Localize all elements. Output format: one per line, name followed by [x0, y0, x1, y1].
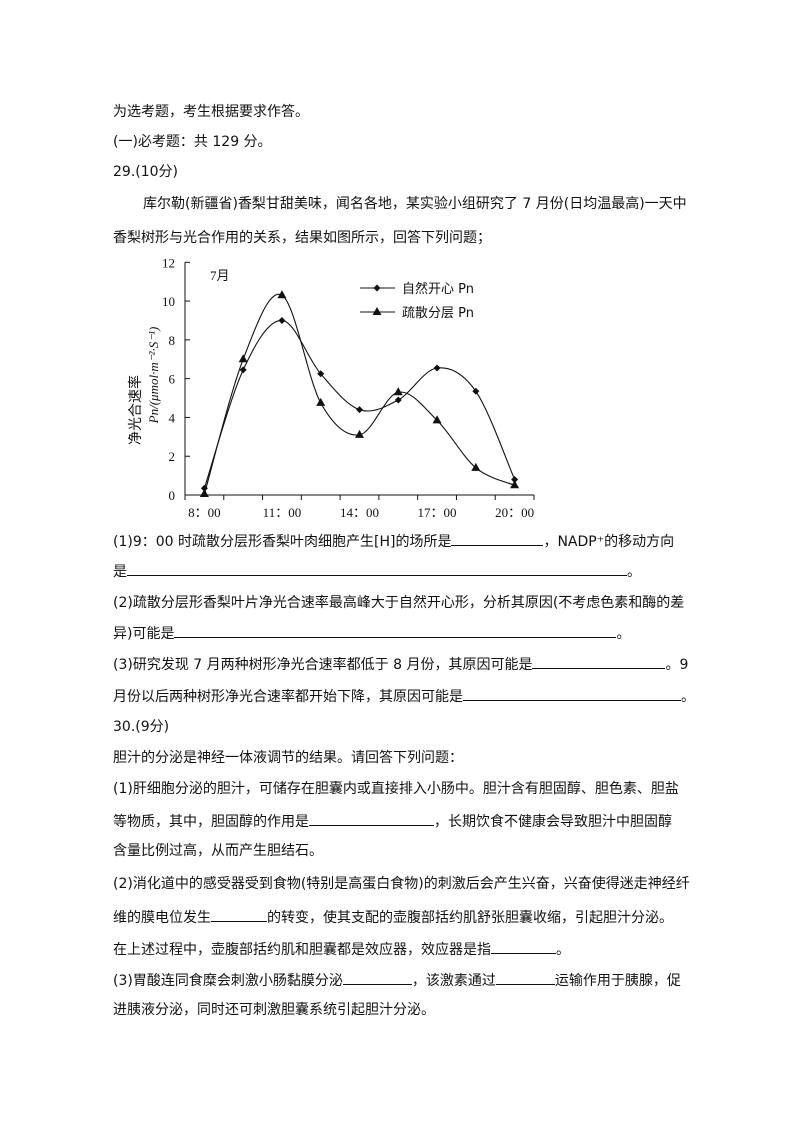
- diamond-marker: [356, 406, 363, 414]
- text: 。9: [665, 657, 689, 673]
- text: 月份以后两种树形净光合速率都开始下降，其原因可能是: [113, 689, 463, 705]
- diamond-marker: [394, 396, 402, 404]
- text: 。: [616, 626, 631, 642]
- question-29-intro: 库尔勒(新疆省)香梨甘甜美味，闻名各地，某实验小组研究了 7 月份(日均温最高)…: [143, 196, 687, 212]
- answer-blank[interactable]: [491, 939, 556, 954]
- question-30-intro: 胆汁的分泌是神经一体液调节的结果。请回答下列问题：: [113, 750, 463, 766]
- question-30-1: (1)肝细胞分泌的胆汁，可储存在胆囊内或直接排入小肠中。胆汁含有胆固醇、胆色素、…: [113, 781, 679, 797]
- section-heading: (一)必考题：共 129 分。: [113, 134, 272, 150]
- diamond-marker: [278, 316, 286, 324]
- triangle-marker: [238, 354, 248, 363]
- question-30-2: 在上述过程中，壶腹部括约肌和胆囊都是效应器，效应器是指 。: [113, 939, 570, 959]
- y-tick-label: 10: [162, 294, 175, 309]
- series-line-diamond: [203, 319, 516, 489]
- y-tick-label: 4: [169, 410, 176, 425]
- answer-blank[interactable]: [309, 811, 434, 826]
- question-29-3: 月份以后两种树形净光合速率都开始下降，其原因可能是 。: [113, 686, 695, 706]
- text: (3)研究发现 7 月两种树形净光合速率都低于 8 月份，其原因可能是: [113, 657, 533, 673]
- text: ，该激素通过: [411, 973, 496, 989]
- text: (3)胃酸连同食糜会刺激小肠黏膜分泌: [113, 973, 343, 989]
- x-tick-label: 11：00: [263, 505, 302, 520]
- triangle-marker: [471, 462, 481, 471]
- triangle-marker: [432, 415, 442, 424]
- question-29-intro: 香梨树形与光合作用的关系，结果如图所示，回答下列问题；: [113, 230, 491, 246]
- net-photosynthesis-line-chart: 0 2 4 6 8 10 12 8：00 11：00 14：00 17：00 20：00 7月净光合速率…: [127, 255, 535, 520]
- question-30-1: 含量比例过高，从而产生胆结石。: [113, 843, 323, 859]
- diamond-marker: [472, 387, 480, 395]
- triangle-marker: [510, 480, 520, 489]
- answer-blank[interactable]: [451, 531, 544, 546]
- question-29-1: 是。: [113, 561, 641, 581]
- triangle-marker: [316, 397, 326, 406]
- question-29-1: (1)9：00 时疏散分层形香梨叶肉细胞产生[H]的场所是 ，NADP⁺的移动方向: [113, 531, 674, 551]
- y-tick-label: 12: [162, 255, 175, 270]
- question-29-2: 异)可能是 。: [113, 623, 630, 643]
- series-line-triangle: [203, 293, 515, 495]
- answer-blank[interactable]: [127, 561, 627, 576]
- question-30-3: 进胰液分泌，同时还可刺激胆囊系统引起胆汁分泌。: [113, 1002, 435, 1018]
- answer-blank[interactable]: [532, 654, 666, 669]
- x-tick-label: 8：00: [188, 505, 221, 520]
- text: 维的膜电位发生: [113, 910, 211, 926]
- text: 。: [627, 564, 641, 580]
- text: 等物质，其中，胆固醇的作用是: [113, 814, 309, 830]
- diamond-marker: [239, 366, 247, 374]
- text: 。: [681, 689, 695, 705]
- question-30-heading: 30.(9分): [113, 719, 170, 735]
- triangle-marker: [277, 290, 287, 299]
- triangle-marker: [199, 489, 209, 498]
- y-axis-unit-label: Pn/(μmol·m⁻²·S⁻¹): [146, 327, 161, 425]
- answer-blank[interactable]: [463, 686, 681, 701]
- text: 在上述过程中，壶腹部括约肌和胆囊都是效应器，效应器是指: [113, 942, 491, 958]
- answer-blank[interactable]: [174, 623, 617, 638]
- diamond-marker: [317, 370, 325, 378]
- text: 异)可能是: [113, 626, 175, 642]
- text: 是: [113, 564, 127, 580]
- legend-label: 疏散分层 Pn: [402, 306, 474, 321]
- text: 的转变，使其支配的壶腹部括约肌舒张胆囊收缩，引起胆汁分泌。: [267, 910, 673, 926]
- question-30-2: (2)消化道中的感受器受到食物(特别是高蛋白食物)的刺激后会产生兴奋，兴奋使得迷…: [113, 876, 690, 892]
- question-29-2: (2)疏散分层形香梨叶片净光合速率最高峰大于自然开心形，分析其原因(不考虑色素和…: [113, 595, 685, 611]
- chart-annotation: 7月: [210, 268, 230, 283]
- x-tick-label: 17：00: [418, 505, 457, 520]
- question-29-3: (3)研究发现 7 月两种树形净光合速率都低于 8 月份，其原因可能是 。9: [113, 654, 688, 674]
- text: (1)9：00 时疏散分层形香梨叶肉细胞产生[H]的场所是: [113, 534, 452, 550]
- question-29-heading: 29.(10分): [113, 164, 179, 180]
- y-tick-label: 0: [169, 488, 176, 503]
- diamond-marker: [433, 364, 441, 372]
- answer-blank[interactable]: [211, 907, 267, 922]
- text-line: 为选考题，考生根据要求作答。: [113, 104, 309, 120]
- question-30-1: 等物质，其中，胆固醇的作用是 ，长期饮食不健康会导致胆汁中胆固醇: [113, 811, 672, 831]
- y-tick-label: 2: [169, 449, 176, 464]
- answer-blank[interactable]: [342, 970, 412, 985]
- triangle-marker: [355, 429, 364, 438]
- text: ，长期饮食不健康会导致胆汁中胆固醇: [434, 814, 672, 830]
- text: 。: [556, 942, 570, 958]
- y-tick-label: 6: [169, 372, 176, 387]
- answer-blank[interactable]: [495, 970, 555, 985]
- triangle-marker: [393, 387, 403, 396]
- x-tick-label: 14：00: [340, 505, 379, 520]
- text: 运输作用于胰腺，促: [554, 973, 681, 989]
- y-axis-label: 净光合速率: [127, 375, 144, 445]
- text: ，NADP⁺的移动方向: [543, 534, 675, 550]
- legend-diamond-icon: [373, 284, 381, 292]
- question-30-3: (3)胃酸连同食糜会刺激小肠黏膜分泌 ，该激素通过 运输作用于胰腺，促: [113, 970, 681, 990]
- y-tick-label: 8: [169, 333, 176, 348]
- legend-label: 自然开心 Pn: [402, 281, 474, 297]
- legend-triangle-icon: [372, 307, 382, 315]
- question-30-2: 维的膜电位发生 的转变，使其支配的壶腹部括约肌舒张胆囊收缩，引起胆汁分泌。: [113, 907, 673, 927]
- x-tick-label: 20：00: [495, 505, 534, 520]
